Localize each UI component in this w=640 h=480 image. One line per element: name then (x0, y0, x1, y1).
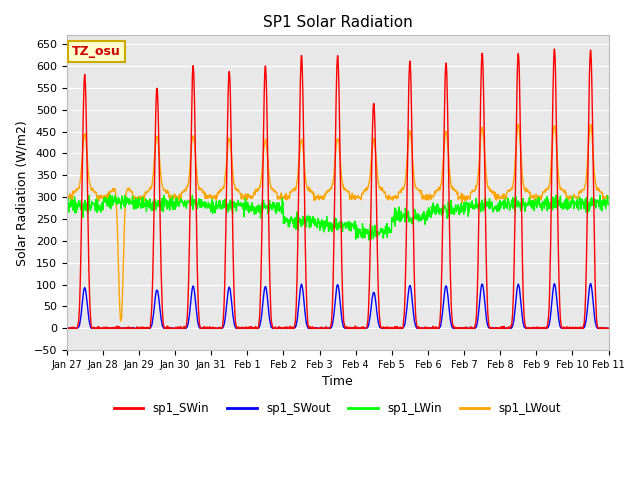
sp1_SWout (170, 325, 178, 331)
sp1_LWout (604, 194, 612, 200)
sp1_SWin (604, 325, 612, 331)
Legend: sp1_SWin, sp1_SWout, sp1_LWin, sp1_LWout: sp1_SWin, sp1_SWout, sp1_LWin, sp1_LWout (109, 397, 566, 420)
sp1_LWout (116, 318, 124, 324)
sp1_SWout (604, 325, 612, 331)
sp1_LWout (244, 191, 252, 197)
X-axis label: Time: Time (323, 375, 353, 388)
Title: SP1 Solar Radiation: SP1 Solar Radiation (263, 15, 413, 30)
sp1_SWin (550, 46, 558, 52)
sp1_LWin (106, 192, 114, 198)
sp1_LWin (244, 208, 252, 214)
sp1_SWout (184, 323, 191, 329)
sp1_LWout (493, 197, 500, 203)
sp1_SWin (63, 325, 70, 331)
sp1_SWin (183, 317, 191, 323)
sp1_LWin (604, 202, 612, 208)
sp1_LWin (365, 237, 372, 243)
sp1_LWout (515, 121, 522, 127)
sp1_SWin (170, 325, 178, 331)
sp1_SWin (492, 325, 500, 331)
sp1_SWout (540, 325, 548, 331)
sp1_LWout (541, 187, 548, 193)
sp1_LWin (63, 202, 70, 208)
Y-axis label: Solar Radiation (W/m2): Solar Radiation (W/m2) (15, 120, 28, 265)
sp1_LWout (184, 184, 191, 190)
sp1_SWout (493, 325, 500, 331)
sp1_LWout (422, 192, 429, 198)
sp1_LWin (422, 214, 430, 220)
Line: sp1_SWout: sp1_SWout (67, 284, 608, 328)
sp1_LWout (63, 197, 70, 203)
sp1_LWin (493, 208, 500, 214)
sp1_SWin (422, 325, 429, 331)
sp1_SWout (63, 325, 71, 331)
Line: sp1_SWin: sp1_SWin (67, 49, 608, 328)
sp1_SWout (63, 325, 70, 331)
sp1_SWin (540, 324, 548, 330)
sp1_LWin (184, 198, 191, 204)
sp1_LWout (170, 195, 178, 201)
sp1_LWin (170, 202, 178, 208)
sp1_SWout (244, 325, 252, 331)
sp1_SWout (587, 281, 595, 287)
sp1_SWin (244, 325, 252, 331)
sp1_SWout (422, 325, 429, 331)
sp1_LWin (541, 201, 548, 207)
Line: sp1_LWin: sp1_LWin (67, 195, 608, 240)
Text: TZ_osu: TZ_osu (72, 45, 121, 58)
Line: sp1_LWout: sp1_LWout (67, 124, 608, 321)
